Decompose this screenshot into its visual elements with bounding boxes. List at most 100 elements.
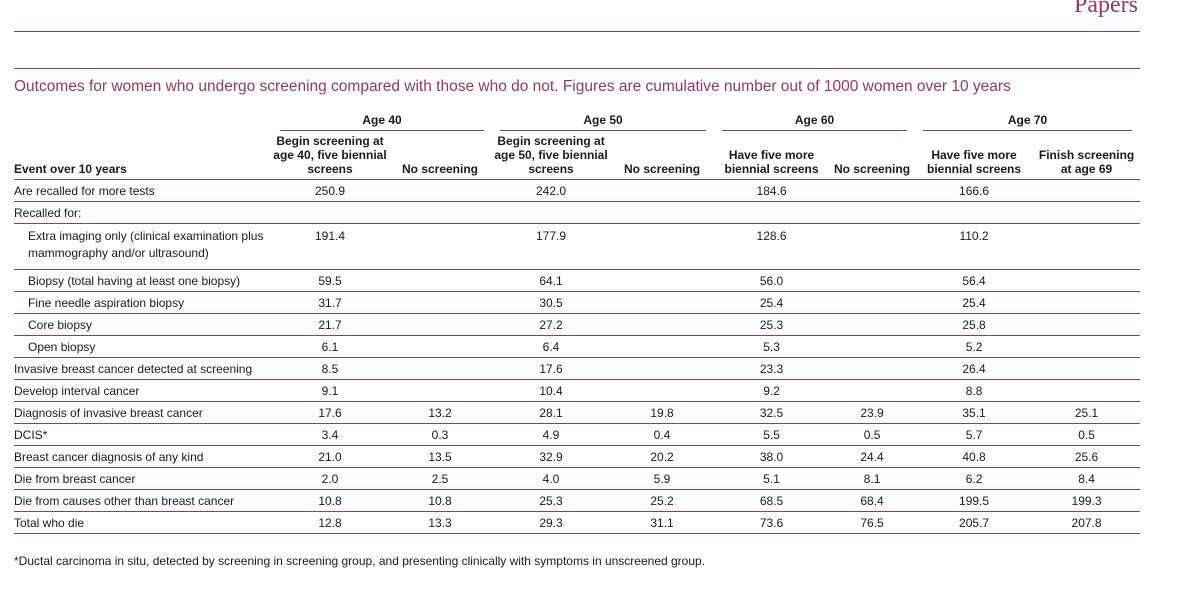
table-cell [388, 201, 493, 224]
table-cell: 32.5 [714, 401, 830, 424]
table-row: Invasive breast cancer detected at scree… [14, 357, 1141, 380]
row-label: Breast cancer diagnosis of any kind [14, 445, 272, 468]
table-cell [829, 201, 916, 224]
table-cell: 38.0 [714, 445, 830, 468]
row-label: Die from causes other than breast cancer [14, 489, 272, 512]
table-cell: 27.2 [492, 313, 611, 336]
table-cell: 31.1 [610, 511, 715, 534]
table-cell: 4.0 [492, 467, 611, 490]
table-cell: 21.0 [272, 445, 388, 468]
table-cell [610, 335, 715, 358]
table-cell: 9.1 [272, 379, 388, 402]
table-cell: 25.4 [714, 291, 830, 314]
column-header: No screening [388, 134, 493, 180]
table-cell [829, 269, 916, 292]
table-cell: 191.4 [272, 223, 388, 270]
table-row: Develop interval cancer 9.1 10.4 9.2 8.8 [14, 379, 1141, 402]
table-cell: 13.5 [388, 445, 493, 468]
row-label: Are recalled for more tests [14, 179, 272, 202]
table-cell: 17.6 [272, 401, 388, 424]
table-cell: 28.1 [492, 401, 611, 424]
row-label: Diagnosis of invasive breast cancer [14, 401, 272, 424]
table-row: Die from breast cancer 2.0 2.5 4.0 5.9 5.1 8.1… [14, 467, 1141, 490]
table-row: Recalled for: [14, 201, 1141, 224]
table-cell: 68.4 [829, 489, 916, 512]
table-cell: 5.9 [610, 467, 715, 490]
table-cell: 6.2 [915, 467, 1034, 490]
table-cell [388, 313, 493, 336]
table-cell: 5.2 [915, 335, 1034, 358]
row-label: Recalled for: [14, 201, 272, 224]
row-label: Fine needle aspiration biopsy [14, 291, 272, 314]
column-header: Finish screening at age 69 [1033, 134, 1141, 180]
table-cell: 199.5 [915, 489, 1034, 512]
table-cell: 5.7 [915, 423, 1034, 446]
table-row: Extra imaging only (clinical examination… [14, 223, 1141, 270]
table-cell: 19.8 [610, 401, 715, 424]
table-cell: 76.5 [829, 511, 916, 534]
table-row: Open biopsy 6.1 6.4 5.3 5.2 [14, 335, 1141, 358]
table-cell: 40.8 [915, 445, 1034, 468]
table-cell: 2.0 [272, 467, 388, 490]
table-cell [829, 313, 916, 336]
table-cell: 68.5 [714, 489, 830, 512]
column-header: Begin screening at age 40, five biennial… [272, 134, 388, 180]
table-cell: 56.0 [714, 269, 830, 292]
table-cell: 2.5 [388, 467, 493, 490]
table-cell: 9.2 [714, 379, 830, 402]
table-cell [1033, 291, 1141, 314]
table-cell [829, 335, 916, 358]
group-header-empty [14, 110, 272, 134]
table-cell: 4.9 [492, 423, 611, 446]
table-cell [610, 223, 715, 270]
table-cell: 3.4 [272, 423, 388, 446]
table-row: Fine needle aspiration biopsy 31.7 30.5 25.… [14, 291, 1141, 314]
table-cell [272, 201, 388, 224]
table-caption: Outcomes for women who undergo screening… [14, 78, 1011, 95]
row-label: Biopsy (total having at least one biopsy… [14, 269, 272, 292]
table-cell: 6.1 [272, 335, 388, 358]
group-header-row: Age 40 Age 50 Age 60 Age 70 [14, 110, 1140, 134]
outcomes-table: Age 40 Age 50 Age 60 Age 70 Event over 1… [14, 110, 1141, 534]
table-cell [388, 379, 493, 402]
table-cell [388, 269, 493, 292]
table-cell: 207.8 [1033, 511, 1141, 534]
table-cell: 0.5 [1033, 423, 1141, 446]
table-row: Die from causes other than breast cancer… [14, 489, 1141, 512]
table-cell: 177.9 [492, 223, 611, 270]
column-header: No screening [610, 134, 715, 180]
table-cell [1033, 335, 1141, 358]
table-cell: 10.8 [388, 489, 493, 512]
column-header: No screening [829, 134, 916, 180]
table-body: Are recalled for more tests 250.9 242.0 184… [14, 179, 1141, 534]
table-cell [388, 357, 493, 380]
table-cell: 10.8 [272, 489, 388, 512]
table-cell: 25.3 [714, 313, 830, 336]
table-cell [1033, 313, 1141, 336]
table-cell: 26.4 [915, 357, 1034, 380]
table-cell: 13.2 [388, 401, 493, 424]
table-cell: 25.3 [492, 489, 611, 512]
table-cell: 12.8 [272, 511, 388, 534]
table-cell: 35.1 [915, 401, 1034, 424]
table-row: Diagnosis of invasive breast cancer 17.6 1… [14, 401, 1141, 424]
table-cell: 10.4 [492, 379, 611, 402]
table-cell: 166.6 [915, 179, 1034, 202]
table-cell: 21.7 [272, 313, 388, 336]
table-cell: 25.1 [1033, 401, 1141, 424]
table-cell: 5.3 [714, 335, 830, 358]
table-cell [610, 269, 715, 292]
table-cell [829, 291, 916, 314]
table-cell [1033, 223, 1141, 270]
table-cell [610, 357, 715, 380]
table-cell: 23.9 [829, 401, 916, 424]
row-label: Develop interval cancer [14, 379, 272, 402]
table-cell: 30.5 [492, 291, 611, 314]
table-cell [610, 201, 715, 224]
row-label: Invasive breast cancer detected at scree… [14, 357, 272, 380]
table-cell: 25.4 [915, 291, 1034, 314]
table-cell [829, 223, 916, 270]
table-row: DCIS* 3.4 0.3 4.9 0.4 5.5 0.5 5.7 0.5 [14, 423, 1141, 446]
event-column-header: Event over 10 years [14, 134, 272, 180]
table-cell [388, 223, 493, 270]
